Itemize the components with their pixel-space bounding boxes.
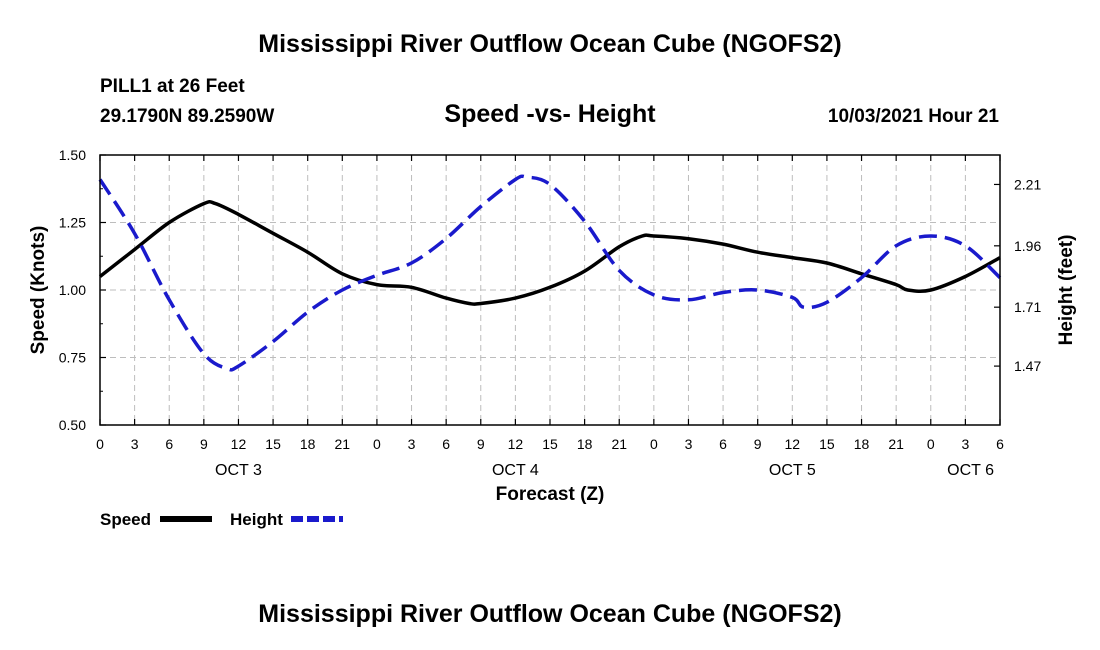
x-tick-label: 15 [542,436,558,452]
x-tick-label: 0 [373,436,381,452]
x-tick-label: 3 [961,436,969,452]
day-label: OCT 3 [215,462,262,479]
legend: Speed Height [100,510,343,529]
day-label: OCT 5 [769,462,816,479]
x-tick-label: 21 [335,436,351,452]
y2-tick-label: 2.21 [1014,176,1041,192]
x-tick-label: 3 [685,436,693,452]
series-line-speed [98,199,1001,306]
y-tick-label: 1.25 [59,215,86,231]
x-tick-label: 12 [508,436,524,452]
x-tick-label: 9 [200,436,208,452]
x-tick-label: 3 [131,436,139,452]
x-tick-label: 12 [785,436,801,452]
x-tick-label: 15 [265,436,281,452]
x-tick-label: 18 [577,436,593,452]
x-tick-label: 0 [650,436,658,452]
legend-label-height: Height [230,510,283,529]
x-tick-label: 15 [819,436,835,452]
station-label: PILL1 at 26 Feet [100,76,245,97]
footer-title: Mississippi River Outflow Ocean Cube (NG… [258,600,842,628]
y-tick-label: 1.00 [59,282,86,298]
chart-subtitle: Speed -vs- Height [444,100,656,128]
x-tick-label: 9 [477,436,485,452]
chart-title: Mississippi River Outflow Ocean Cube (NG… [258,30,842,58]
timestamp-label: 10/03/2021 Hour 21 [827,106,999,127]
y-axis-title: Speed (Knots) [28,226,49,355]
coordinates-label: 29.1790N 89.2590W [100,106,275,127]
x-tick-label: 18 [854,436,870,452]
x-tick-label: 6 [165,436,173,452]
y2-tick-label: 1.96 [1014,238,1041,254]
x-tick-label: 12 [231,436,247,452]
axes: 0 3 6 9 12 15 18 21 0 3 6 9 12 15 18 21 0 3 6 9 12 15 18 21 0 3 6O… [28,147,1077,505]
x-tick-label: 6 [996,436,1004,452]
x-tick-label: 3 [408,436,416,452]
y-tick-label: 1.50 [59,147,86,163]
y2-tick-label: 1.47 [1014,358,1041,374]
x-axis-title: Forecast (Z) [496,484,605,505]
legend-label-speed: Speed [100,510,151,529]
x-tick-label: 21 [611,436,627,452]
x-tick-label: 6 [719,436,727,452]
y-tick-label: 0.75 [59,350,86,366]
x-tick-label: 0 [927,436,935,452]
x-tick-label: 9 [754,436,762,452]
day-label: OCT 4 [492,462,539,479]
x-tick-label: 18 [300,436,316,452]
grid [100,155,1000,425]
y2-tick-label: 1.71 [1014,299,1041,315]
x-tick-label: 21 [888,436,904,452]
x-tick-label: 0 [96,436,104,452]
series-line-height [98,174,1002,372]
day-label: OCT 6 [947,462,994,479]
series-layer [98,174,1002,372]
y2-axis-title: Height (feet) [1056,235,1077,346]
y-tick-label: 0.50 [59,417,86,433]
x-tick-label: 6 [442,436,450,452]
